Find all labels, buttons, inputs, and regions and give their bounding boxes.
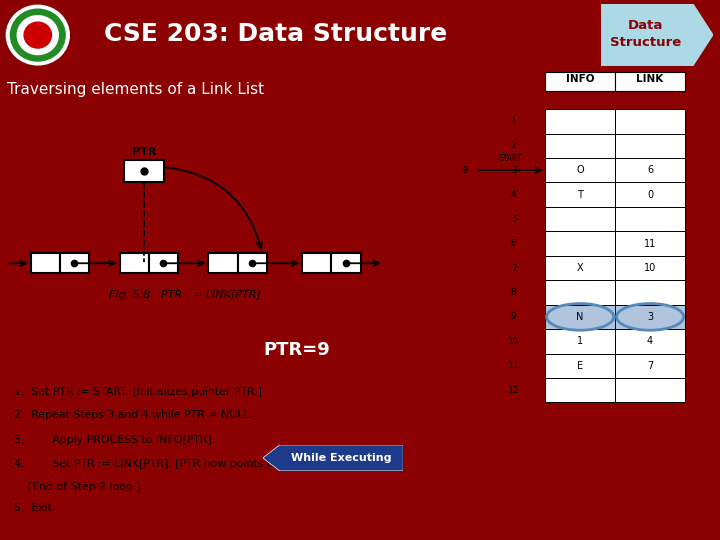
Text: 6: 6 [647,165,653,176]
Circle shape [24,22,52,48]
FancyBboxPatch shape [545,305,615,329]
Text: CSE 203: Data Structure: CSE 203: Data Structure [104,22,448,46]
FancyBboxPatch shape [545,354,615,378]
Text: Traversing elements of a Link List: Traversing elements of a Link List [7,82,264,97]
Text: 7: 7 [510,264,516,273]
Text: INFO: INFO [566,73,595,84]
Text: 3: 3 [510,166,516,175]
FancyBboxPatch shape [615,280,685,305]
FancyBboxPatch shape [615,305,685,329]
Circle shape [17,16,58,55]
Text: 10: 10 [644,263,656,273]
Text: 4: 4 [511,190,516,199]
Text: 3.        Apply PROCESS to INFO[PTR].: 3. Apply PROCESS to INFO[PTR]. [14,435,215,444]
Text: N: N [577,312,584,322]
FancyBboxPatch shape [615,256,685,280]
FancyBboxPatch shape [545,329,615,354]
FancyBboxPatch shape [545,72,615,91]
FancyBboxPatch shape [331,253,361,273]
Text: 4: 4 [647,336,653,346]
FancyBboxPatch shape [615,133,685,158]
Text: LINK: LINK [636,73,664,84]
Text: 11: 11 [508,361,519,370]
Text: 4.        Set PTR := LINK[PTR]. [PTR now points to the next node.]: 4. Set PTR := LINK[PTR]. [PTR now points… [14,459,366,469]
Text: 1: 1 [510,117,516,126]
Text: 7: 7 [647,361,653,371]
Text: X: X [577,263,583,273]
Polygon shape [263,445,403,471]
FancyBboxPatch shape [615,378,685,402]
FancyBboxPatch shape [125,160,164,183]
Text: O: O [576,165,584,176]
FancyBboxPatch shape [615,329,685,354]
FancyBboxPatch shape [615,231,685,256]
Circle shape [11,9,66,61]
Text: 5.  Exit.: 5. Exit. [14,503,55,513]
Text: PTR: PTR [132,147,156,157]
FancyBboxPatch shape [615,109,685,133]
FancyBboxPatch shape [545,231,615,256]
FancyBboxPatch shape [545,133,615,158]
FancyBboxPatch shape [615,354,685,378]
Text: 6: 6 [510,239,516,248]
FancyBboxPatch shape [545,109,615,133]
Text: T: T [577,190,583,200]
FancyBboxPatch shape [545,183,615,207]
Text: 8: 8 [510,288,516,297]
Text: Fig. 5.8   PTR : = LINK[PTR]: Fig. 5.8 PTR : = LINK[PTR] [109,291,261,300]
FancyBboxPatch shape [209,253,238,273]
FancyBboxPatch shape [615,207,685,231]
FancyBboxPatch shape [149,253,178,273]
FancyBboxPatch shape [545,378,615,402]
Text: 0: 0 [647,190,653,200]
FancyBboxPatch shape [615,72,685,91]
Circle shape [6,5,69,65]
Text: 10: 10 [508,337,519,346]
FancyBboxPatch shape [302,253,331,273]
Text: 2.  Repeat Steps 3 and 4 while PTR ≠ NULL.: 2. Repeat Steps 3 and 4 while PTR ≠ NULL… [14,410,253,420]
Text: 3: 3 [647,312,653,322]
FancyBboxPatch shape [31,253,60,273]
Text: PTR=9: PTR=9 [264,341,330,360]
Text: 9: 9 [463,166,468,175]
FancyBboxPatch shape [238,253,267,273]
Text: Data
Structure: Data Structure [611,18,681,49]
FancyBboxPatch shape [60,253,89,273]
FancyBboxPatch shape [545,256,615,280]
Text: 11: 11 [644,239,656,248]
Text: E: E [577,361,583,371]
Text: [End of Step 2 loop.]: [End of Step 2 loop.] [14,482,141,492]
FancyBboxPatch shape [545,207,615,231]
Text: 12: 12 [508,386,519,395]
Text: 1.  Set PTR := START. [Initializes pointer PTR.]: 1. Set PTR := START. [Initializes pointe… [14,387,262,397]
FancyBboxPatch shape [120,253,149,273]
Text: 1: 1 [577,336,583,346]
FancyBboxPatch shape [545,280,615,305]
FancyBboxPatch shape [615,158,685,183]
Text: 2: 2 [511,141,516,150]
Polygon shape [601,4,713,66]
FancyBboxPatch shape [615,183,685,207]
Text: START: START [498,154,522,163]
Text: 9: 9 [510,312,516,321]
Text: While Executing: While Executing [291,453,392,463]
Text: 5: 5 [510,214,516,224]
FancyBboxPatch shape [545,158,615,183]
